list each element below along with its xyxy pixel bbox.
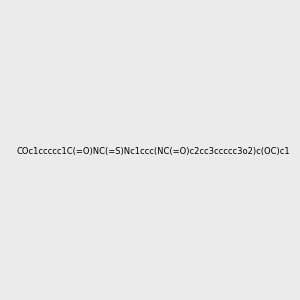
Text: COc1ccccc1C(=O)NC(=S)Nc1ccc(NC(=O)c2cc3ccccc3o2)c(OC)c1: COc1ccccc1C(=O)NC(=S)Nc1ccc(NC(=O)c2cc3c… [17,147,291,156]
